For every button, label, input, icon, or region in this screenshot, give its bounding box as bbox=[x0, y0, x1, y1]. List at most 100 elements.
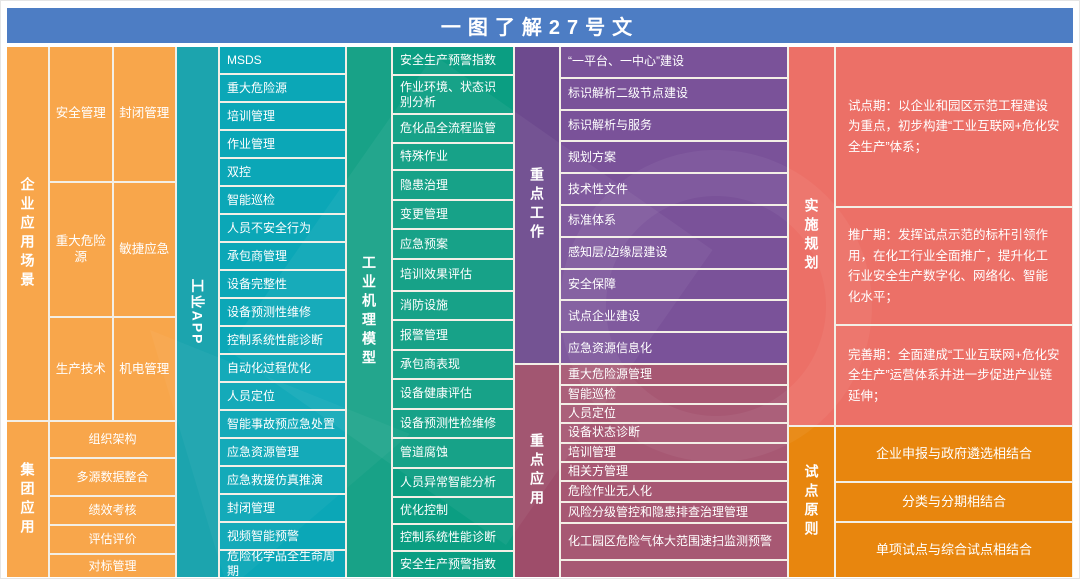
key-work-item: 感知层/边缘层建设 bbox=[561, 237, 787, 268]
industrial-app-item: 智能巡检 bbox=[220, 187, 345, 213]
region-industrial-app: 工业APP MSDS 重大危险源 培训管理 作业管理 双控 智能巡检 人员不安全行为 承包商管… bbox=[177, 47, 345, 577]
key-application-item: 风险分级管控和隐患排查治理管理 bbox=[561, 502, 787, 522]
group-app-item: 评估评价 bbox=[50, 526, 175, 554]
scenario-cell: 封闭管理 bbox=[113, 47, 175, 181]
section-enterprise-app: 企业应用场景 安全管理 封闭管理 重大危险源 敏捷应急 生产技术 机电管理 bbox=[7, 47, 175, 421]
industrial-app-label: 工业APP bbox=[177, 47, 218, 577]
section-implementation-plan: 实施规划 试点期：以企业和园区示范工程建设为重点，初步构建“工业互联网+危化安全… bbox=[789, 47, 1072, 425]
mechanism-model-list: 安全生产预警指数 作业环境、状态识别分析 危化品全流程监管 特殊作业 隐患治理 变更管理应… bbox=[393, 47, 513, 577]
scenario-row: 重大危险源 敏捷应急 bbox=[50, 182, 175, 317]
key-application-item: 危险作业无人化 bbox=[561, 482, 787, 501]
key-work-item: 规划方案 bbox=[561, 142, 787, 173]
industrial-app-item: 人员定位 bbox=[220, 383, 345, 409]
pilot-principle-item: 分类与分期相结合 bbox=[836, 483, 1072, 521]
mechanism-model-item: 控制系统性能诊断 bbox=[393, 525, 513, 551]
industrial-app-item: 双控 bbox=[220, 159, 345, 185]
mechanism-model-item: 安全生产预警指数 bbox=[393, 552, 513, 577]
scenario-cell: 生产技术 bbox=[50, 318, 112, 421]
section-mechanism-model: 工业机理模型 安全生产预警指数 作业环境、状态识别分析 危化品全流程监管 特殊作业 隐患… bbox=[347, 47, 513, 577]
key-work-item: 标识解析二级节点建设 bbox=[561, 78, 787, 109]
pilot-principles-label-text: 试点原则 bbox=[803, 464, 820, 540]
mechanism-model-item: 人员异常智能分析 bbox=[393, 468, 513, 497]
pilot-principle-item: 企业申报与政府遴选相结合 bbox=[836, 427, 1072, 482]
key-applications-label-text: 重点应用 bbox=[529, 433, 545, 509]
key-application-item: 设备状态诊断 bbox=[561, 423, 787, 443]
implementation-plan-label: 实施规划 bbox=[789, 47, 834, 425]
key-work-list: “一平台、一中心”建设 标识解析二级节点建设 标识解析与服务 规划方案 技术性文件 标准体… bbox=[561, 47, 787, 363]
industrial-app-item: 设备预测性维修 bbox=[220, 299, 345, 325]
diagram-board: 企业应用场景 安全管理 封闭管理 重大危险源 敏捷应急 生产技术 机电管理 bbox=[7, 47, 1073, 578]
mechanism-model-item: 优化控制 bbox=[393, 498, 513, 524]
industrial-app-item: 自动化过程优化 bbox=[220, 355, 345, 381]
key-application-item: 化工园区危险气体大范围速扫监测预警 bbox=[561, 523, 787, 559]
region-mechanism-model: 工业机理模型 安全生产预警指数 作业环境、状态识别分析 危化品全流程监管 特殊作业 隐患… bbox=[347, 47, 513, 577]
scenario-cell: 重大危险源 bbox=[50, 182, 112, 317]
scenario-row: 安全管理 封闭管理 bbox=[50, 47, 175, 181]
enterprise-app-label-text: 企业应用场景 bbox=[19, 176, 36, 291]
mechanism-model-item: 承包商表现 bbox=[393, 350, 513, 379]
enterprise-app-rows: 安全管理 封闭管理 重大危险源 敏捷应急 生产技术 机电管理 bbox=[50, 47, 175, 421]
scenario-row: 生产技术 机电管理 bbox=[50, 318, 175, 421]
industrial-app-item: 视频智能预警 bbox=[220, 523, 345, 549]
key-application-item: 智能巡检 bbox=[561, 385, 787, 403]
industrial-app-item: 控制系统性能诊断 bbox=[220, 327, 345, 353]
mechanism-model-item: 安全生产预警指数 bbox=[393, 47, 513, 75]
industrial-app-item: 重大危险源 bbox=[220, 75, 345, 101]
section-key-work: 重点工作 “一平台、一中心”建设 标识解析二级节点建设 标识解析与服务 规划方案 技术性… bbox=[515, 47, 787, 363]
section-key-applications: 重点应用 重大危险源管理 智能巡检 人员定位 设备状态诊断 培训管理 相关方管理 危险作业无… bbox=[515, 365, 787, 578]
pilot-principles-label: 试点原则 bbox=[789, 427, 834, 577]
industrial-app-item: 应急救援仿真推演 bbox=[220, 467, 345, 493]
industrial-app-item: 设备完整性 bbox=[220, 271, 345, 297]
group-app-item: 绩效考核 bbox=[50, 497, 175, 525]
industrial-app-item: MSDS bbox=[220, 47, 345, 73]
mechanism-model-item: 应急预案 bbox=[393, 230, 513, 258]
section-industrial-app: 工业APP MSDS 重大危险源 培训管理 作业管理 双控 智能巡检 人员不安全行为 承包商管… bbox=[177, 47, 345, 577]
scenario-cell: 敏捷应急 bbox=[113, 182, 175, 317]
group-app-item: 对标管理 bbox=[50, 555, 175, 577]
section-pilot-principles: 试点原则 企业申报与政府遴选相结合 分类与分期相结合 单项试点与综合试点相结合 bbox=[789, 427, 1072, 577]
key-applications-list: 重大危险源管理 智能巡检 人员定位 设备状态诊断 培训管理 相关方管理 危险作业无人化 风险分… bbox=[561, 365, 787, 578]
group-app-list: 组织架构 多源数据整合 绩效考核 评估评价 对标管理 bbox=[50, 422, 175, 577]
mechanism-model-label: 工业机理模型 bbox=[347, 47, 391, 577]
key-application-item: 培训管理 bbox=[561, 444, 787, 462]
group-app-item: 多源数据整合 bbox=[50, 458, 175, 496]
enterprise-app-label: 企业应用场景 bbox=[7, 47, 48, 421]
industrial-app-item: 应急资源管理 bbox=[220, 439, 345, 465]
group-app-item: 组织架构 bbox=[50, 422, 175, 457]
industrial-app-item: 智能事故预应急处置 bbox=[220, 411, 345, 437]
key-application-item: 人员定位 bbox=[561, 404, 787, 422]
industrial-app-list: MSDS 重大危险源 培训管理 作业管理 双控 智能巡检 人员不安全行为 承包商管理 设备完整性… bbox=[220, 47, 345, 577]
key-work-item: 技术性文件 bbox=[561, 174, 787, 204]
mechanism-model-item: 变更管理 bbox=[393, 200, 513, 229]
mechanism-model-item: 危化品全流程监管 bbox=[393, 114, 513, 143]
key-work-label: 重点工作 bbox=[515, 47, 559, 363]
industrial-app-item: 培训管理 bbox=[220, 103, 345, 129]
region-key: 重点工作 “一平台、一中心”建设 标识解析二级节点建设 标识解析与服务 规划方案 技术性… bbox=[515, 47, 787, 578]
mechanism-model-item: 培训效果评估 bbox=[393, 259, 513, 290]
industrial-app-item: 作业管理 bbox=[220, 131, 345, 157]
key-application-item bbox=[561, 560, 787, 578]
mechanism-model-item: 设备健康评估 bbox=[393, 380, 513, 408]
key-applications-label: 重点应用 bbox=[515, 365, 559, 577]
region-enterprise: 企业应用场景 安全管理 封闭管理 重大危险源 敏捷应急 生产技术 机电管理 bbox=[7, 47, 175, 577]
key-application-item: 重大危险源管理 bbox=[561, 365, 787, 384]
key-work-item: 试点企业建设 bbox=[561, 301, 787, 332]
mechanism-model-item: 管道腐蚀 bbox=[393, 439, 513, 467]
section-group-app: 集团应用 组织架构 多源数据整合 绩效考核 评估评价 对标管理 bbox=[7, 422, 175, 577]
key-work-label-text: 重点工作 bbox=[529, 167, 545, 243]
key-work-item: 标识解析与服务 bbox=[561, 110, 787, 141]
key-work-item: 标准体系 bbox=[561, 205, 787, 236]
mechanism-model-item: 特殊作业 bbox=[393, 144, 513, 170]
mechanism-model-item: 报警管理 bbox=[393, 321, 513, 349]
plan-phase: 试点期：以企业和园区示范工程建设为重点，初步构建“工业互联网+危化安全生产”体系… bbox=[836, 47, 1072, 207]
key-work-item: “一平台、一中心”建设 bbox=[561, 47, 787, 77]
industrial-app-item: 危险化学品全生命周期 bbox=[220, 551, 345, 577]
mechanism-model-item: 隐患治理 bbox=[393, 171, 513, 199]
industrial-app-item: 人员不安全行为 bbox=[220, 215, 345, 241]
industrial-app-item: 封闭管理 bbox=[220, 495, 345, 521]
key-application-item: 相关方管理 bbox=[561, 463, 787, 481]
scenario-cell: 安全管理 bbox=[50, 47, 112, 181]
implementation-plan-phases: 试点期：以企业和园区示范工程建设为重点，初步构建“工业互联网+危化安全生产”体系… bbox=[836, 47, 1072, 425]
key-work-item: 应急资源信息化 bbox=[561, 333, 787, 363]
